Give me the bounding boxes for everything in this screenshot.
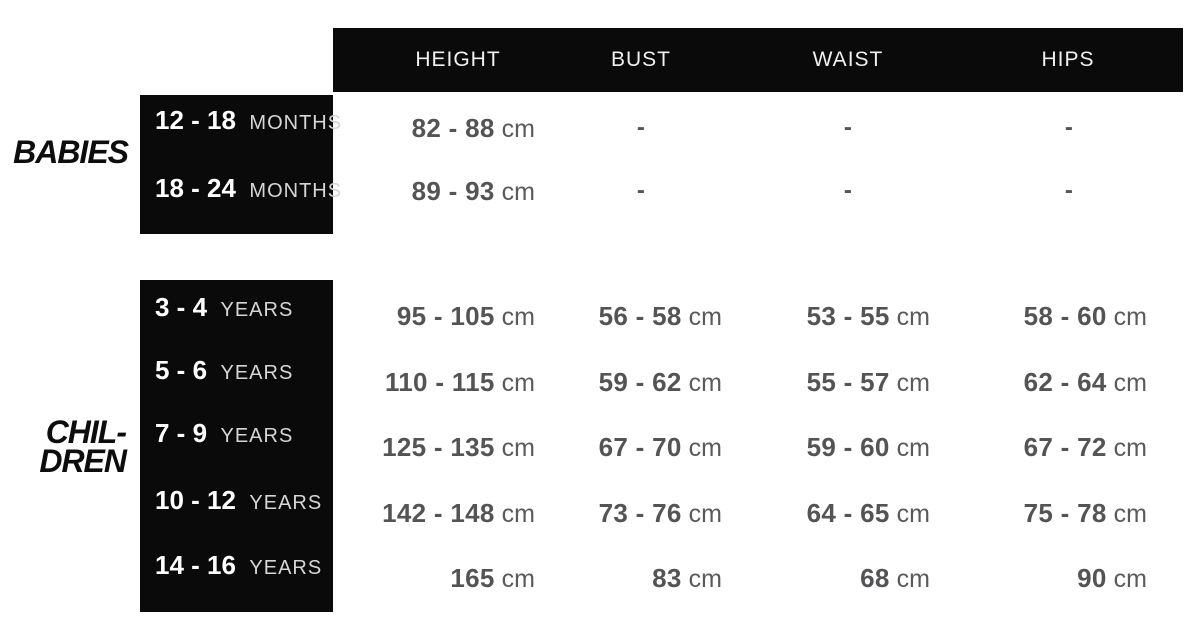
age-range: 12 - 18: [155, 105, 236, 135]
age-label-3-4-years: 3 - 4 YEARS: [155, 292, 293, 322]
cell-waist: -: [843, 114, 853, 141]
age-unit: MONTHS: [249, 180, 343, 202]
cell-waist: -: [843, 177, 853, 204]
age-label-12-18-months: 12 - 18 MONTHS: [155, 105, 342, 135]
cell-height: 110 - 115 cm: [384, 367, 535, 397]
age-range: 10 - 12: [155, 485, 236, 515]
age-unit: YEARS: [249, 492, 323, 514]
age-unit: YEARS: [249, 557, 323, 579]
table-row: 95 - 105 cm 56 - 58 cm 53 - 55 cm 58 - 60 cm: [0, 301, 1200, 331]
age-label-10-12-years: 10 - 12 YEARS: [155, 485, 322, 515]
cell-bust: 56 - 58 cm: [598, 301, 722, 331]
cell-bust: 67 - 70 cm: [598, 432, 722, 462]
age-label-14-16-years: 14 - 16 YEARS: [155, 550, 322, 580]
cell-waist: 53 - 55 cm: [806, 301, 930, 331]
section-label-line: DREN: [39, 443, 127, 479]
age-label-18-24-months: 18 - 24 MONTHS: [155, 173, 342, 203]
cell-height: 89 - 93 cm: [411, 176, 535, 206]
cell-hips: 58 - 60 cm: [1023, 301, 1147, 331]
cell-bust: -: [636, 177, 646, 204]
age-unit: MONTHS: [249, 112, 343, 134]
column-header-waist: WAIST: [812, 48, 884, 71]
age-range: 5 - 6: [155, 355, 208, 385]
cell-waist: 68 cm: [860, 563, 930, 593]
cell-height: 165 cm: [450, 563, 535, 593]
age-range: 18 - 24: [155, 173, 236, 203]
column-header-bust: BUST: [610, 48, 672, 71]
age-unit: YEARS: [220, 425, 294, 447]
cell-bust: -: [636, 114, 646, 141]
table-row: 82 - 88 cm - - -: [0, 113, 1200, 143]
age-label-7-9-years: 7 - 9 YEARS: [155, 418, 293, 448]
cell-hips: 90 cm: [1077, 563, 1147, 593]
cell-bust: 59 - 62 cm: [598, 367, 722, 397]
cell-height: 142 - 148 cm: [382, 498, 535, 528]
table-row: 142 - 148 cm 73 - 76 cm 64 - 65 cm 75 - 78 c…: [0, 498, 1200, 528]
age-range: 7 - 9: [155, 418, 208, 448]
section-label-line: CHIL-: [45, 414, 127, 450]
cell-waist: 64 - 65 cm: [806, 498, 930, 528]
cell-hips: 62 - 64 cm: [1023, 367, 1147, 397]
table-row: 125 - 135 cm 67 - 70 cm 59 - 60 cm 67 - 72 c…: [0, 432, 1200, 462]
cell-height: 95 - 105 cm: [396, 301, 535, 331]
age-range: 14 - 16: [155, 550, 236, 580]
age-unit: YEARS: [220, 299, 294, 321]
cell-waist: 55 - 57 cm: [806, 367, 930, 397]
column-header-hips: HIPS: [1041, 48, 1095, 71]
cell-bust: 83 cm: [652, 563, 722, 593]
column-header-height: HEIGHT: [415, 48, 501, 71]
table-row: 165 cm 83 cm 68 cm 90 cm: [0, 563, 1200, 593]
section-label-children: CHIL- DREN: [0, 414, 127, 479]
age-unit: YEARS: [220, 362, 294, 384]
age-label-5-6-years: 5 - 6 YEARS: [155, 355, 293, 385]
babies-age-box: 12 - 18 MONTHS 18 - 24 MONTHS: [140, 95, 341, 234]
cell-bust: 73 - 76 cm: [598, 498, 722, 528]
cell-hips: 75 - 78 cm: [1023, 498, 1147, 528]
section-label-line: BABIES: [13, 134, 129, 170]
cell-hips: -: [1064, 114, 1074, 141]
cell-waist: 59 - 60 cm: [806, 432, 930, 462]
cell-hips: -: [1064, 177, 1074, 204]
table-row: 89 - 93 cm - - -: [0, 176, 1200, 206]
age-range: 3 - 4: [155, 292, 208, 322]
table-header-bar: HEIGHT BUST WAIST HIPS: [333, 28, 1183, 92]
cell-hips: 67 - 72 cm: [1023, 432, 1147, 462]
cell-height: 125 - 135 cm: [382, 432, 535, 462]
cell-height: 82 - 88 cm: [411, 113, 535, 143]
section-label-babies: BABIES: [0, 134, 129, 170]
table-row: 110 - 115 cm 59 - 62 cm 55 - 57 cm 62 - 64 c…: [0, 367, 1200, 397]
children-age-box: 3 - 4 YEARS 5 - 6 YEARS 7 - 9 YEARS 10 -…: [140, 280, 333, 612]
